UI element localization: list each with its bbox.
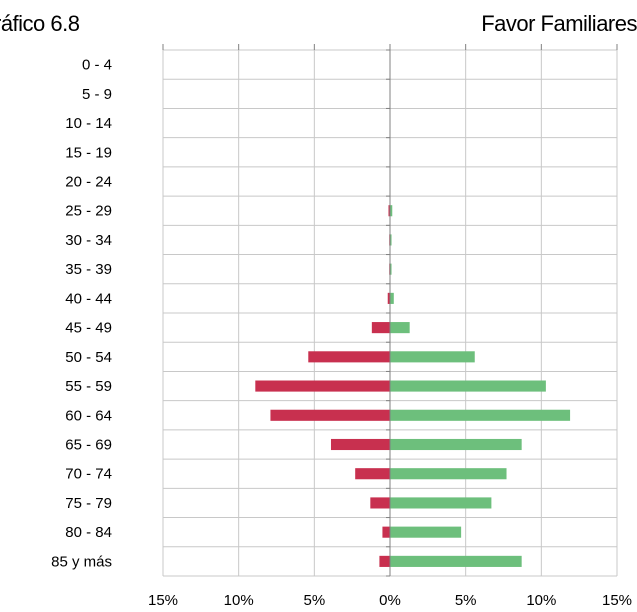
bar-left [255,380,390,392]
category-label: 5 - 9 [82,86,112,103]
bar-right [390,526,462,538]
category-label: 20 - 24 [65,174,112,191]
category-label: 50 - 54 [65,349,112,366]
bar-left [379,555,390,567]
bar-right [390,468,507,480]
category-label: 75 - 79 [65,495,112,512]
bar-right [390,322,410,334]
category-label: 30 - 34 [65,232,112,249]
category-label: 10 - 14 [65,115,112,132]
x-tick-label: 5% [303,592,325,609]
category-label: 85 y más [51,553,112,570]
bar-left [388,205,390,217]
category-label: 45 - 49 [65,320,112,337]
bar-right [390,409,571,421]
bar-left [355,468,390,480]
x-tick-label: 5% [455,592,477,609]
label-layer: 0 - 4 5 - 9 10 - 14 15 - 19 20 - 24 25 - 29 30… [51,57,632,609]
bar-right [390,351,475,363]
bar-left [382,526,390,538]
x-tick-label: 10% [224,592,254,609]
bar-right [390,438,522,451]
x-tick-label: 10% [526,592,556,609]
bar-right [390,205,393,217]
category-label: 15 - 19 [65,144,112,161]
category-label: 0 - 4 [82,57,112,74]
bar-left [270,409,390,421]
chart-title-left: ráfico 6.8 [0,11,80,36]
bar-layer [255,205,571,567]
x-tick-label: 15% [148,592,178,609]
x-tick-label: 15% [602,592,632,609]
category-label: 60 - 64 [65,407,112,424]
axis-layer [162,44,618,577]
category-label: 40 - 44 [65,290,112,307]
bar-right [390,380,546,392]
bar-left [371,322,390,334]
bar-right [390,555,522,567]
category-label: 80 - 84 [65,524,112,541]
category-label: 65 - 69 [65,437,112,454]
chart-title-right: Favor Familiares [481,11,637,36]
bar-left [387,292,390,304]
x-tick-label: 0% [379,592,401,609]
bar-left [308,351,390,363]
category-label: 70 - 74 [65,466,112,483]
bar-right [390,497,492,509]
category-label: 35 - 39 [65,261,112,278]
bar-left [330,438,390,451]
category-label: 55 - 59 [65,378,112,395]
bar-left [370,497,390,509]
bar-right [390,292,394,304]
bar-right [390,234,392,246]
bar-right [390,263,392,275]
category-label: 25 - 29 [65,203,112,220]
